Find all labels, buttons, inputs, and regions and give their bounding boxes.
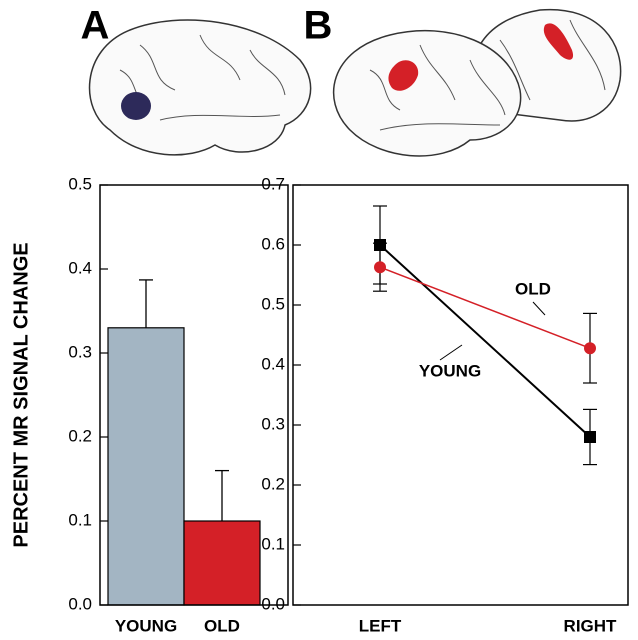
y-tick-label: 0.1 [261,534,285,553]
bar [107,327,185,606]
plot-frame [99,184,289,606]
y-tick-label: 0.4 [68,258,92,277]
series-label: OLD [515,279,551,298]
series-line [379,266,591,349]
panel-label: B [304,4,333,48]
y-tick-label: 0.3 [261,414,285,433]
panel-label: A [81,4,110,48]
y-tick-label: 0.3 [68,342,92,361]
series-line [379,244,591,438]
y-tick-label: 0.0 [261,594,285,613]
y-tick-label: 0.2 [68,426,92,445]
series-label: YOUNG [419,361,481,380]
y-tick-label: 0.5 [261,294,285,313]
brain-right-pair [332,8,622,157]
marker [374,261,386,274]
plot-frame [292,184,629,606]
brain-left [88,19,312,156]
label-leader [439,344,463,361]
bar [183,520,261,606]
y-tick-label: 0.4 [261,354,285,373]
x-tick-label: RIGHT [564,616,618,635]
y-tick-label: 0.5 [68,174,92,193]
y-tick-label: 0.2 [261,474,285,493]
y-tick-label: 0.6 [261,234,285,253]
y-tick-label: 0.1 [68,510,92,529]
x-tick-label: LEFT [359,616,402,635]
x-tick-label: OLD [204,616,240,635]
marker [584,431,596,443]
y-axis-label: PERCENT MR SIGNAL CHANGE [10,242,32,547]
y-tick-label: 0.7 [261,174,285,193]
y-tick-label: 0.0 [68,594,92,613]
x-tick-label: YOUNG [115,616,177,635]
marker [584,342,596,355]
label-leader [532,301,546,316]
